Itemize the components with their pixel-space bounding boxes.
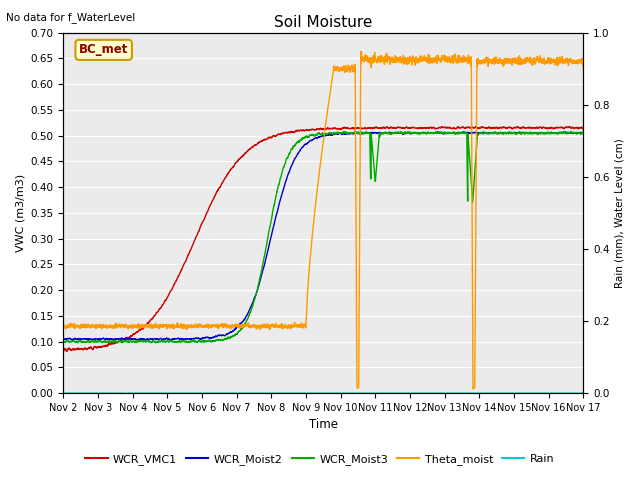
Y-axis label: VWC (m3/m3): VWC (m3/m3) [15, 174, 25, 252]
Text: BC_met: BC_met [79, 43, 129, 56]
Title: Soil Moisture: Soil Moisture [274, 15, 372, 30]
Text: No data for f_WaterLevel: No data for f_WaterLevel [6, 12, 136, 23]
X-axis label: Time: Time [309, 419, 338, 432]
Legend: WCR_VMC1, WCR_Moist2, WCR_Moist3, Theta_moist, Rain: WCR_VMC1, WCR_Moist2, WCR_Moist3, Theta_… [81, 450, 559, 469]
Y-axis label: Rain (mm), Water Level (cm): Rain (mm), Water Level (cm) [615, 138, 625, 288]
